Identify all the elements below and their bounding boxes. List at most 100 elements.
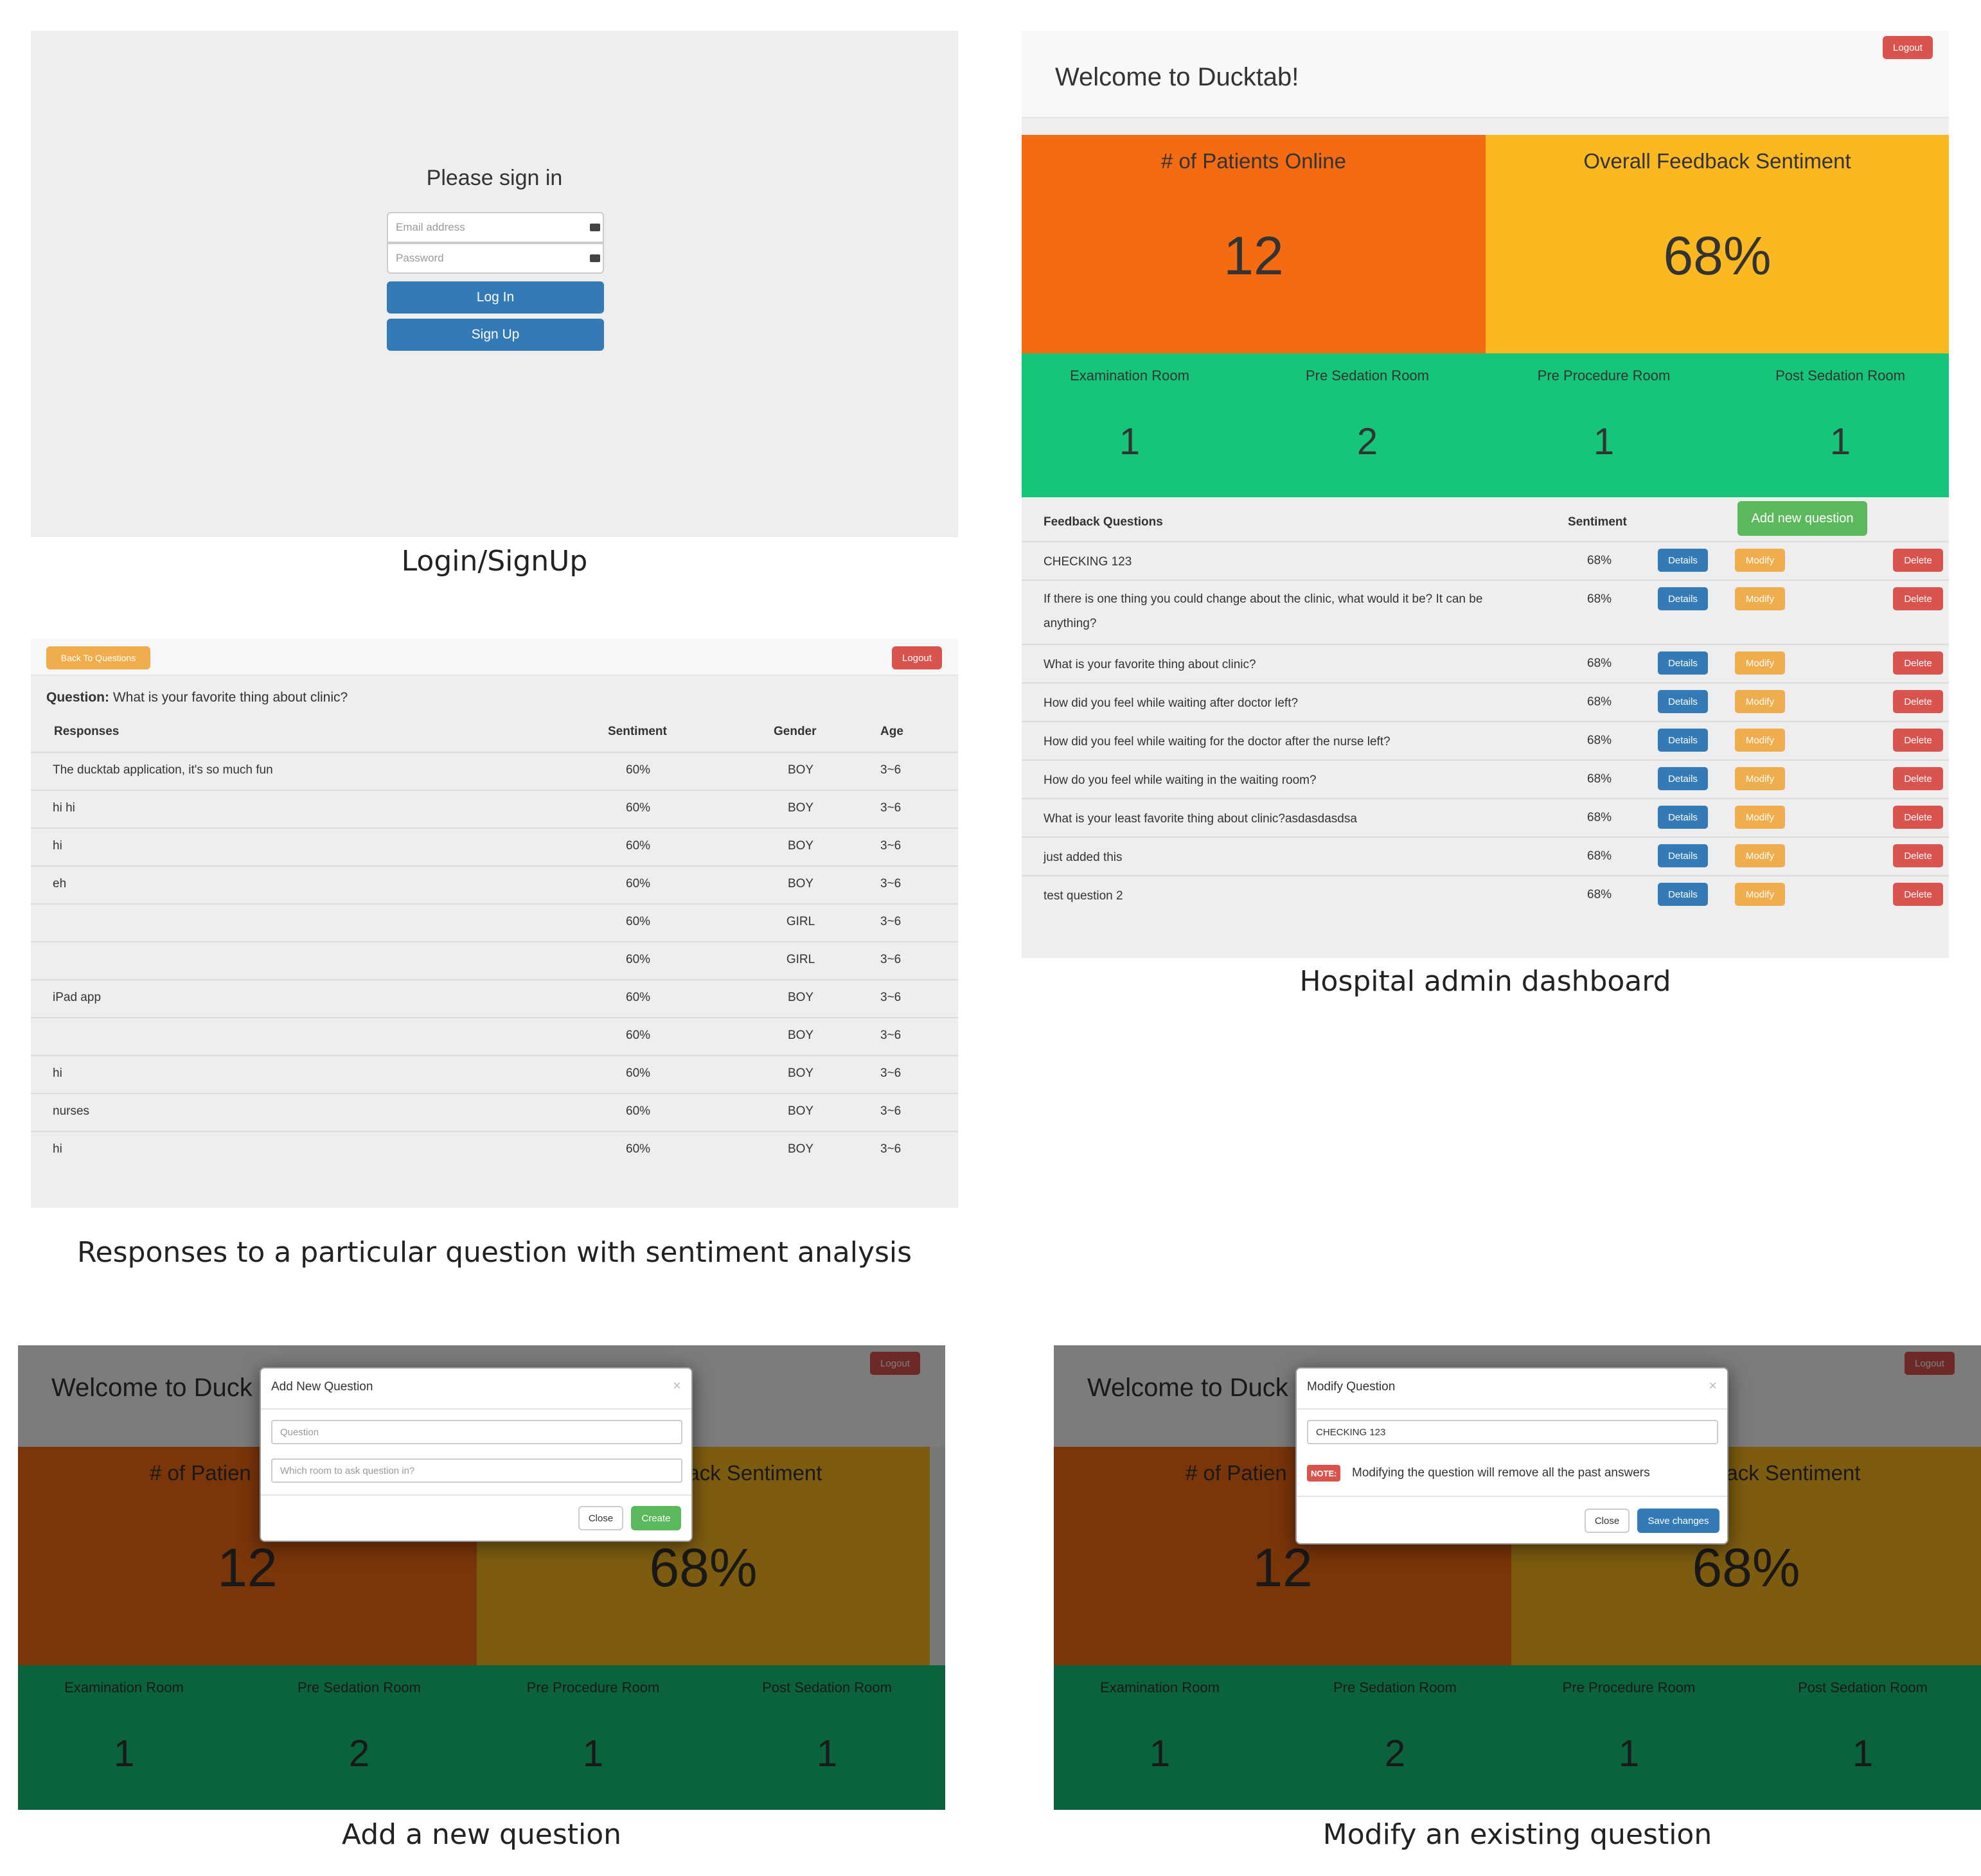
question-sentiment: 68% — [1587, 734, 1612, 747]
question-input[interactable]: Question — [271, 1420, 682, 1444]
room-count: 2 — [1356, 421, 1378, 463]
details-button[interactable]: Details — [1658, 729, 1708, 752]
room-count: 1 — [1829, 421, 1851, 463]
response-sentiment: 60% — [626, 1029, 651, 1042]
response-row: hi 60% BOY 3~6 — [31, 1055, 958, 1092]
response-gender: BOY — [787, 1066, 814, 1080]
room-name: Post Sedation Room — [1775, 367, 1905, 384]
signin-heading: Please sign in — [426, 166, 563, 190]
details-button[interactable]: Details — [1658, 767, 1708, 790]
add-question-modal: Add New Question × Question Which room t… — [260, 1367, 693, 1542]
response-age: 3~6 — [880, 1029, 902, 1042]
details-button[interactable]: Details — [1658, 651, 1708, 675]
question-text: How do you feel while waiting in the wai… — [1044, 774, 1317, 787]
divider — [261, 1408, 691, 1410]
response-age: 3~6 — [880, 877, 902, 890]
details-button[interactable]: Details — [1658, 587, 1708, 610]
divider — [1297, 1496, 1727, 1497]
question-row: How do you feel while waiting in the wai… — [1022, 759, 1949, 798]
details-button[interactable]: Details — [1658, 883, 1708, 906]
room-count: 1 — [1593, 421, 1615, 463]
caption-responses: Responses to a particular question with … — [76, 1236, 912, 1269]
room-input[interactable]: Which room to ask question in? — [271, 1458, 682, 1483]
password-placeholder: Password — [396, 252, 444, 264]
response-gender: GIRL — [786, 953, 815, 966]
add-question-button[interactable]: Add new question — [1737, 501, 1867, 536]
response-age: 3~6 — [880, 991, 902, 1004]
question-input[interactable]: CHECKING 123 — [1307, 1420, 1718, 1444]
modify-button[interactable]: Modify — [1735, 549, 1785, 572]
room-pre-sedation: Pre Sedation Room 2 — [1259, 353, 1475, 497]
caption-modify: Modify an existing question — [1322, 1818, 1712, 1851]
response-gender: BOY — [787, 991, 814, 1004]
question-sentiment: 68% — [1587, 772, 1612, 786]
delete-button[interactable]: Delete — [1893, 587, 1943, 610]
question-sentiment: 68% — [1587, 695, 1612, 709]
response-gender: BOY — [787, 1104, 814, 1118]
response-sentiment: 60% — [626, 1066, 651, 1080]
close-icon[interactable]: × — [1709, 1377, 1717, 1394]
response-age: 3~6 — [880, 1104, 902, 1118]
login-button[interactable]: Log In — [387, 281, 604, 314]
question-prefix: Question: — [46, 690, 109, 705]
back-to-questions-button[interactable]: Back To Questions — [46, 646, 150, 669]
password-field[interactable]: Password — [387, 243, 604, 274]
delete-button[interactable]: Delete — [1893, 690, 1943, 713]
delete-button[interactable]: Delete — [1893, 549, 1943, 572]
modify-button[interactable]: Modify — [1735, 806, 1785, 829]
response-row: 60% GIRL 3~6 — [31, 941, 958, 978]
modify-button[interactable]: Modify — [1735, 729, 1785, 752]
signup-button[interactable]: Sign Up — [387, 319, 604, 351]
modify-button[interactable]: Modify — [1735, 844, 1785, 867]
question-row: What is your least favorite thing about … — [1022, 798, 1949, 836]
details-button[interactable]: Details — [1658, 844, 1708, 867]
col-questions: Feedback Questions — [1044, 515, 1163, 529]
modify-button[interactable]: Modify — [1735, 883, 1785, 906]
email-field[interactable]: Email address — [387, 212, 604, 243]
close-button[interactable]: Close — [1585, 1509, 1630, 1533]
divider — [1297, 1408, 1727, 1410]
response-age: 3~6 — [880, 801, 902, 815]
response-sentiment: 60% — [626, 915, 651, 928]
delete-button[interactable]: Delete — [1893, 883, 1943, 906]
patients-value: 12 — [1223, 226, 1284, 286]
responses-navbar — [31, 639, 958, 676]
room-name: Examination Room — [1070, 367, 1189, 384]
delete-button[interactable]: Delete — [1893, 767, 1943, 790]
delete-button[interactable]: Delete — [1893, 651, 1943, 675]
question-text: test question 2 — [1044, 889, 1123, 903]
modify-button[interactable]: Modify — [1735, 651, 1785, 675]
response-age: 3~6 — [880, 1142, 902, 1156]
create-button[interactable]: Create — [631, 1506, 681, 1530]
delete-button[interactable]: Delete — [1893, 844, 1943, 867]
details-button[interactable]: Details — [1658, 806, 1708, 829]
rooms-panel: Examination Room 1 Pre Sedation Room 2 P… — [1022, 353, 1949, 497]
modify-button[interactable]: Modify — [1735, 690, 1785, 713]
response-text: hi — [53, 1142, 62, 1156]
keychain-icon — [590, 254, 600, 262]
logout-button[interactable]: Logout — [892, 646, 942, 669]
response-row: iPad app 60% BOY 3~6 — [31, 979, 958, 1016]
response-gender: BOY — [787, 801, 814, 815]
response-row: The ducktab application, it's so much fu… — [31, 752, 958, 789]
logout-button[interactable]: Logout — [1883, 36, 1933, 59]
delete-button[interactable]: Delete — [1893, 806, 1943, 829]
response-row: eh 60% BOY 3~6 — [31, 865, 958, 903]
response-gender: GIRL — [786, 915, 815, 928]
question-row: What is your favorite thing about clinic… — [1022, 644, 1949, 682]
response-gender: BOY — [787, 839, 814, 853]
login-screen: Please sign in Email address Password Lo… — [31, 31, 958, 537]
close-icon[interactable]: × — [673, 1377, 681, 1394]
details-button[interactable]: Details — [1658, 549, 1708, 572]
close-button[interactable]: Close — [578, 1506, 623, 1530]
details-button[interactable]: Details — [1658, 690, 1708, 713]
col-gender: Gender — [774, 725, 817, 738]
keychain-icon — [590, 224, 600, 231]
sentiment-label: Overall Feedback Sentiment — [1583, 149, 1851, 173]
question-sentiment: 68% — [1587, 657, 1612, 670]
modify-button[interactable]: Modify — [1735, 767, 1785, 790]
save-changes-button[interactable]: Save changes — [1637, 1509, 1719, 1533]
modify-button[interactable]: Modify — [1735, 587, 1785, 610]
response-row: hi 60% BOY 3~6 — [31, 827, 958, 865]
delete-button[interactable]: Delete — [1893, 729, 1943, 752]
